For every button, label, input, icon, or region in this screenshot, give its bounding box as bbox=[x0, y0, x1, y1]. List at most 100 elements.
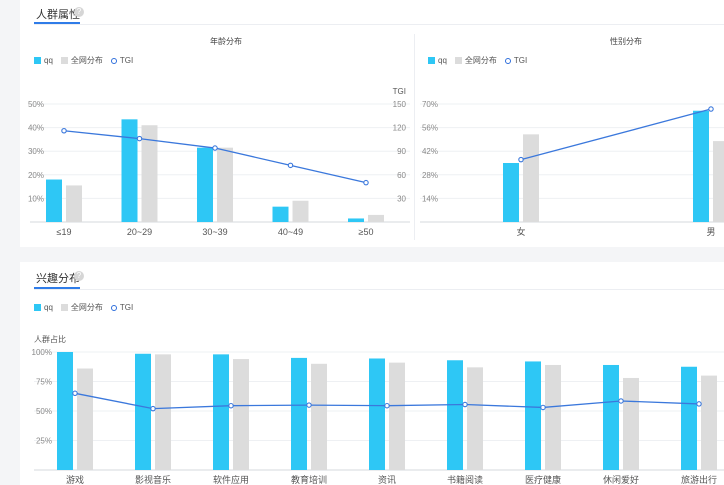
x-tick-label: 30~39 bbox=[202, 227, 227, 237]
bar-all bbox=[623, 377, 639, 470]
bar-all bbox=[467, 367, 483, 470]
y2-tick-label: 120 bbox=[393, 124, 407, 133]
tgi-point bbox=[72, 390, 78, 397]
bar-all bbox=[368, 214, 384, 222]
legend-item-all[interactable]: 全网分布 bbox=[60, 302, 103, 313]
tgi-swatch bbox=[504, 57, 511, 64]
legend-label: qq bbox=[438, 56, 447, 65]
section-title-underline bbox=[34, 22, 80, 24]
bar-all bbox=[155, 354, 171, 470]
x-tick-label: 教育培训 bbox=[291, 474, 327, 485]
legend-item-qq[interactable]: qq bbox=[428, 56, 447, 65]
bar-qq bbox=[348, 218, 364, 222]
bar-all bbox=[233, 359, 249, 470]
x-tick-label: 游戏 bbox=[66, 474, 84, 485]
y-tick-label: 28% bbox=[422, 171, 438, 180]
x-tick-label: 40~49 bbox=[278, 227, 303, 237]
bar-qq bbox=[525, 361, 541, 470]
legend-label: qq bbox=[44, 56, 53, 65]
gender-chart-title: 性别分布 bbox=[610, 37, 642, 46]
bar-all bbox=[389, 362, 405, 470]
y-tick-label: 100% bbox=[32, 348, 52, 357]
bar-all bbox=[217, 147, 233, 222]
tgi-point bbox=[61, 127, 67, 134]
tgi-point bbox=[306, 402, 312, 408]
y-tick-label: 75% bbox=[36, 378, 52, 387]
bar-qq bbox=[369, 358, 385, 470]
y-tick-label: 20% bbox=[28, 171, 44, 180]
y-tick-label: 50% bbox=[36, 407, 52, 416]
y-tick-label: 10% bbox=[28, 194, 44, 203]
y2-tick-label: 90 bbox=[397, 147, 406, 156]
tgi-point bbox=[136, 135, 143, 142]
help-icon[interactable]: ? bbox=[74, 7, 84, 17]
qq-swatch bbox=[34, 57, 41, 64]
legend-label: 全网分布 bbox=[464, 56, 497, 65]
bar-qq bbox=[272, 206, 289, 222]
y-tick-label: 50% bbox=[28, 100, 44, 109]
y2-tick-label: 30 bbox=[397, 194, 406, 203]
section-divider bbox=[34, 289, 724, 290]
bar-all bbox=[545, 364, 561, 470]
bar-all bbox=[701, 375, 717, 470]
tgi-point bbox=[384, 402, 390, 409]
tgi-point bbox=[708, 106, 714, 112]
bar-qq bbox=[693, 110, 709, 222]
legend-item-qq[interactable]: qq bbox=[34, 303, 53, 312]
tgi-point bbox=[518, 156, 524, 163]
y-tick-label: 14% bbox=[422, 194, 438, 203]
tgi-point bbox=[462, 401, 468, 408]
tgi-line bbox=[520, 108, 712, 161]
bar-qq bbox=[57, 352, 73, 470]
help-icon[interactable]: ? bbox=[74, 271, 84, 281]
legend-label: TGI bbox=[119, 56, 134, 65]
y-axis-label: 人群占比 bbox=[34, 334, 66, 344]
x-tick-label: 休闲爱好 bbox=[603, 474, 639, 485]
bar-qq bbox=[603, 364, 619, 470]
legend-item-all[interactable]: 全网分布 bbox=[454, 55, 497, 66]
bar-qq bbox=[135, 353, 151, 470]
tgi-point bbox=[618, 398, 624, 404]
tgi-point bbox=[287, 162, 294, 169]
bar-qq bbox=[197, 147, 213, 222]
x-tick-label: 女 bbox=[516, 226, 525, 237]
y-tick-label: 30% bbox=[28, 147, 44, 156]
legend-item-all[interactable]: 全网分布 bbox=[60, 55, 103, 66]
legend-label: TGI bbox=[119, 303, 134, 312]
x-tick-label: ≥50 bbox=[359, 227, 374, 237]
x-tick-label: 资讯 bbox=[378, 475, 396, 485]
section-title-interests: 兴趣分布 bbox=[36, 273, 80, 285]
gender-legend: qq 全网分布 TGI bbox=[428, 55, 535, 66]
x-tick-label: 书籍阅读 bbox=[447, 474, 483, 485]
y-tick-label: 42% bbox=[422, 147, 438, 156]
legend-item-tgi[interactable]: TGI bbox=[504, 56, 527, 65]
x-tick-label: 医疗健康 bbox=[525, 474, 561, 485]
all-swatch bbox=[60, 304, 68, 311]
y-tick-label: 56% bbox=[422, 124, 438, 133]
y2-tick-label: 60 bbox=[397, 171, 406, 180]
age-chart-title: 年龄分布 bbox=[210, 37, 242, 46]
bar-qq bbox=[291, 357, 307, 470]
age-legend: qq 全网分布 TGI bbox=[34, 55, 141, 66]
y-tick-label: 70% bbox=[422, 100, 438, 109]
y2-tick-label: 150 bbox=[393, 100, 407, 109]
bar-all bbox=[713, 141, 724, 222]
section-title-demographics: 人群属性 bbox=[36, 9, 80, 21]
legend-item-tgi[interactable]: TGI bbox=[110, 303, 134, 312]
legend-item-tgi[interactable]: TGI bbox=[110, 56, 134, 65]
bar-qq bbox=[121, 119, 138, 222]
x-tick-label: ≤19 bbox=[57, 227, 72, 237]
tgi-point bbox=[150, 405, 156, 412]
bar-qq bbox=[681, 366, 697, 470]
bar-all bbox=[77, 368, 93, 470]
chart-separator bbox=[414, 34, 415, 240]
qq-swatch bbox=[34, 304, 41, 311]
bar-qq bbox=[213, 354, 229, 470]
x-tick-label: 男 bbox=[706, 227, 715, 237]
legend-item-qq[interactable]: qq bbox=[34, 56, 53, 65]
tgi-point bbox=[212, 145, 218, 151]
bar-qq bbox=[46, 179, 62, 222]
